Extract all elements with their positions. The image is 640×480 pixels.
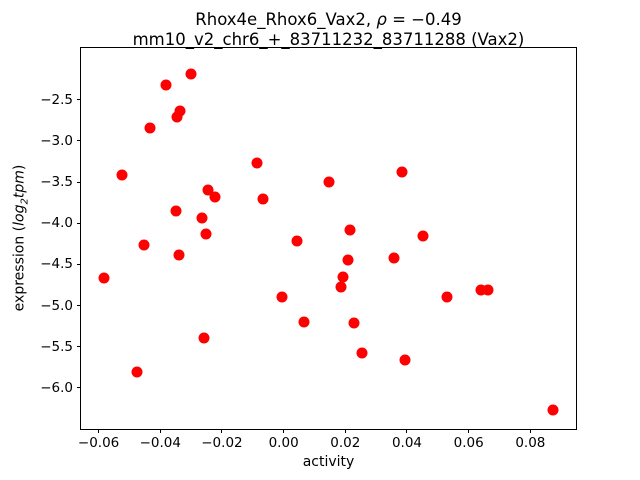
- data-point: [160, 79, 172, 91]
- y-tick-label: −5.5: [40, 338, 73, 355]
- y-tick-mark: [77, 387, 81, 389]
- title-gene-names: Rhox4e_Rhox6_Vax2,: [195, 10, 377, 29]
- title-rho-value: = −0.49: [386, 10, 462, 29]
- y-tick-mark: [77, 222, 81, 224]
- x-tick-mark: [406, 429, 408, 433]
- x-tick-mark: [221, 429, 223, 433]
- data-point: [396, 166, 408, 178]
- data-point: [209, 191, 221, 203]
- x-tick-mark: [529, 429, 531, 433]
- y-axis-label-close-paren: ): [11, 164, 28, 171]
- data-point: [116, 169, 128, 181]
- data-point: [202, 184, 214, 196]
- y-tick-label: −2.5: [40, 91, 73, 108]
- data-point: [291, 235, 303, 247]
- x-tick-label: −0.06: [77, 435, 120, 451]
- chart-subtitle: mm10_v2_chr6_+_83711232_83711288 (Vax2): [132, 30, 525, 49]
- data-point: [170, 205, 182, 217]
- data-point: [482, 284, 494, 296]
- x-tick-label: 0.08: [515, 435, 546, 451]
- y-tick-label: −3.0: [40, 132, 73, 149]
- y-tick-mark: [77, 99, 81, 101]
- data-point: [276, 291, 288, 303]
- y-axis-label-text: expression (: [11, 225, 28, 312]
- data-point: [344, 224, 356, 236]
- title-rho-symbol: ρ: [376, 10, 387, 29]
- data-point: [417, 230, 429, 242]
- y-tick-mark: [77, 346, 81, 348]
- x-tick-mark: [468, 429, 470, 433]
- data-point: [257, 193, 269, 205]
- y-tick-mark: [77, 305, 81, 307]
- x-tick-label: 0.04: [391, 435, 423, 451]
- data-point: [251, 157, 263, 169]
- y-axis-label-math: log2tpm: [11, 170, 31, 226]
- y-tick-label: −4.0: [40, 215, 73, 232]
- x-tick-mark: [98, 429, 100, 433]
- data-point: [173, 249, 185, 261]
- y-tick-mark: [77, 263, 81, 265]
- x-tick-mark: [344, 429, 346, 433]
- x-tick-label: −0.04: [139, 435, 181, 451]
- y-axis-label: expression (log2tpm): [12, 165, 31, 312]
- data-point: [547, 404, 559, 416]
- data-point: [185, 68, 197, 80]
- data-point: [399, 354, 411, 366]
- data-point: [356, 347, 368, 359]
- y-tick-label: −4.5: [40, 256, 73, 273]
- data-point: [298, 316, 310, 328]
- y-tick-mark: [77, 140, 81, 142]
- data-point: [174, 105, 186, 117]
- x-tick-label: −0.02: [201, 435, 243, 451]
- data-point: [138, 239, 150, 251]
- y-tick-mark: [77, 181, 81, 183]
- data-point: [198, 332, 210, 344]
- data-point: [171, 111, 183, 123]
- data-point: [196, 212, 208, 224]
- y-tick-label: −5.0: [40, 297, 73, 314]
- y-tick-label: −3.5: [40, 174, 73, 191]
- data-point: [200, 228, 212, 240]
- data-point: [337, 271, 349, 283]
- data-point: [475, 284, 487, 296]
- data-point: [388, 252, 400, 264]
- x-tick-label: 0.02: [330, 435, 361, 451]
- x-tick-label: 0.06: [453, 435, 484, 451]
- data-point: [98, 272, 110, 284]
- x-tick-mark: [283, 429, 285, 433]
- plot-area: [80, 47, 577, 430]
- data-point: [441, 291, 453, 303]
- x-axis-label: activity: [302, 454, 355, 470]
- data-point: [348, 317, 360, 329]
- data-point: [323, 176, 335, 188]
- chart-title: Rhox4e_Rhox6_Vax2, ρ = −0.49 mm10_v2_chr…: [81, 10, 576, 50]
- x-tick-label: 0.00: [268, 435, 299, 451]
- data-point: [335, 281, 347, 293]
- data-point: [144, 122, 156, 134]
- data-point: [342, 254, 354, 266]
- data-point: [131, 366, 143, 378]
- x-tick-mark: [159, 429, 161, 433]
- chart-title-line1: Rhox4e_Rhox6_Vax2, ρ = −0.49: [81, 10, 576, 30]
- y-tick-label: −6.0: [40, 379, 73, 396]
